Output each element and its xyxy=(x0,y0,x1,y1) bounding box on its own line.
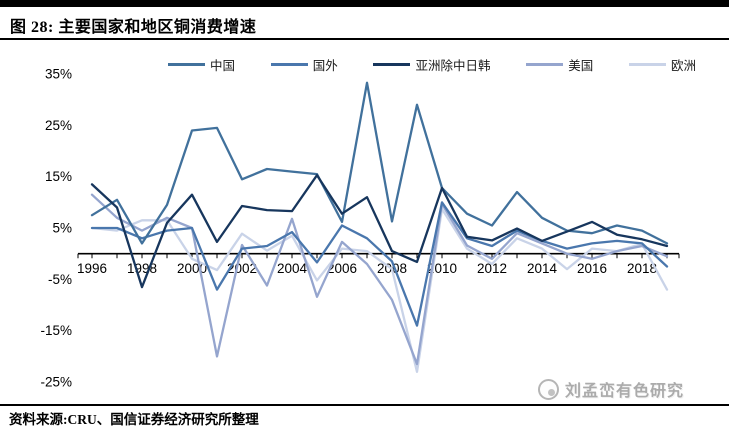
watermark-text: 刘孟峦有色研究 xyxy=(565,383,685,400)
header-bar xyxy=(0,0,729,7)
chart-legend: 中国 国外 亚洲除中日韩 美国 欧洲 xyxy=(168,55,696,74)
y-axis-label: 35% xyxy=(45,67,72,82)
legend-label: 国外 xyxy=(312,59,338,73)
legend-item-china: 中国 xyxy=(168,55,235,74)
legend-line-icon xyxy=(373,63,411,66)
legend-line-icon xyxy=(168,63,205,66)
x-axis-label: 2006 xyxy=(327,261,357,276)
y-axis-label: -25% xyxy=(40,375,72,390)
y-axis-label: 5% xyxy=(52,221,72,236)
legend-line-icon xyxy=(526,63,564,66)
line-asia-ex-china-japan-korea xyxy=(90,174,669,289)
x-axis-label: 2012 xyxy=(477,261,507,276)
legend-line-icon xyxy=(628,63,666,66)
footer-divider xyxy=(0,404,729,406)
x-axis-label: 2004 xyxy=(277,261,308,276)
y-axis-label: -5% xyxy=(48,272,72,287)
line-foreign xyxy=(90,201,669,327)
legend-item-europe: 欧洲 xyxy=(628,55,696,74)
line-europe xyxy=(90,207,669,373)
watermark-logo-icon xyxy=(538,378,559,400)
x-axis-label: 2016 xyxy=(577,261,607,276)
y-axis-label: 15% xyxy=(45,169,72,184)
y-axis-label: 25% xyxy=(45,118,72,133)
y-axis-label: -15% xyxy=(40,323,72,338)
legend-item-asia-ex-cjk: 亚洲除中日韩 xyxy=(373,55,490,74)
legend-label: 美国 xyxy=(568,59,594,73)
title-divider xyxy=(0,38,729,40)
x-axis-label: 2018 xyxy=(627,261,657,276)
legend-item-usa: 美国 xyxy=(526,55,593,74)
figure-title: 图 28: 主要国家和地区铜消费增速 xyxy=(10,19,257,36)
legend-label: 中国 xyxy=(210,59,236,73)
legend-label: 亚洲除中日韩 xyxy=(415,59,491,73)
legend-label: 欧洲 xyxy=(670,59,696,73)
x-axis-label: 1996 xyxy=(77,261,107,276)
x-axis-label: 2002 xyxy=(227,261,257,276)
x-axis-label: 2014 xyxy=(527,261,558,276)
legend-item-foreign: 国外 xyxy=(270,55,338,74)
watermark: 刘孟峦有色研究 xyxy=(538,377,684,401)
line-china xyxy=(90,81,669,245)
line-usa xyxy=(90,193,669,366)
source-note: 资料来源:CRU、国信证券经济研究所整理 xyxy=(9,412,259,427)
legend-line-icon xyxy=(270,63,308,66)
